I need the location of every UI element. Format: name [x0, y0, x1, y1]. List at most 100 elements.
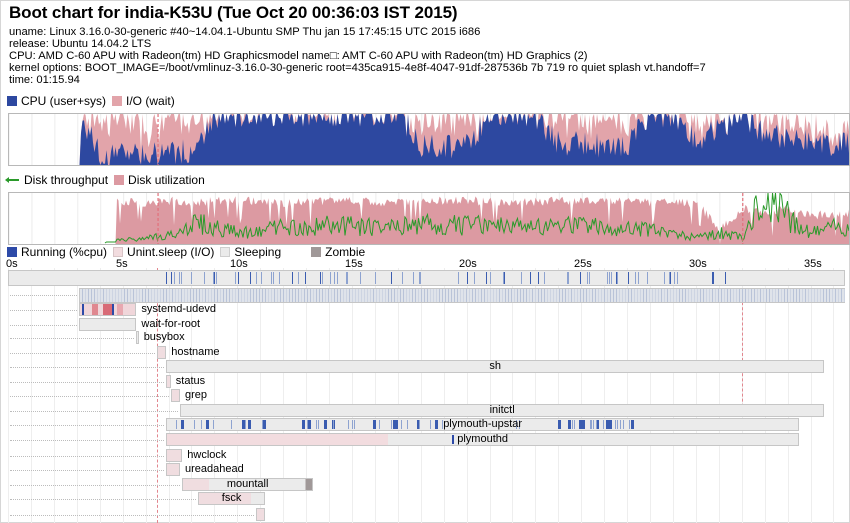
tick-15s: 15s [345, 258, 363, 270]
io-legend-label: I/O (wait) [126, 94, 175, 108]
process-bar[interactable] [255, 508, 265, 521]
process-parent-link [10, 382, 165, 383]
time-gridline [695, 268, 697, 523]
process-parent-link [10, 338, 135, 339]
process-label-hwclock: hwclock [187, 449, 227, 461]
time-gridline [718, 268, 720, 523]
time-gridline [122, 268, 124, 523]
time-gridline [260, 268, 262, 523]
process-label-grep: grep [184, 389, 207, 401]
process-parent-link [10, 499, 197, 500]
zombie-swatch-icon [311, 247, 322, 257]
process-bar-grep[interactable] [170, 389, 180, 402]
boot-marker-line [157, 268, 159, 523]
time-gridline [8, 268, 9, 523]
tick-30s: 30s [689, 258, 707, 270]
cpu-chart [8, 113, 850, 166]
cpu-line: CPU: AMD C-60 APU with Radeon(tm) HD Gra… [9, 50, 588, 62]
chart-title: Boot chart for india-K53U (Tue Oct 20 00… [9, 3, 458, 22]
process-label-systemd-udevd: systemd-udevd [141, 303, 216, 315]
process-label-wait-for-root: wait-for-root [141, 318, 201, 330]
process-parent-link [10, 295, 78, 296]
cpu-legend-label: CPU (user+sys) [21, 94, 107, 108]
process-parent-link [10, 425, 165, 426]
process-bar-sh[interactable] [166, 360, 825, 373]
process-label-sh: sh [489, 360, 502, 372]
process-parent-link [10, 396, 169, 397]
process-bar-busybox[interactable] [136, 331, 140, 344]
time-gridline [535, 268, 537, 523]
process-parent-link [10, 325, 78, 326]
time-gridline [627, 268, 629, 523]
process-parent-link [10, 353, 156, 354]
time-gridline [489, 268, 491, 523]
process-parent-link [10, 485, 181, 486]
disk-utilization-swatch-icon [114, 175, 125, 185]
time-gridline [53, 268, 55, 523]
process-bar-plymouthd[interactable] [166, 433, 800, 446]
process-bar[interactable] [8, 270, 845, 286]
disk-throughput-label: Disk throughput [24, 173, 109, 187]
unint-sleep-label: Unint.sleep (I/O) [127, 245, 215, 259]
process-bar-wait-for-root[interactable] [79, 318, 137, 331]
process-bar-fsck[interactable] [198, 492, 265, 505]
time-gridline [581, 268, 583, 523]
process-label-mountall: mountall [226, 478, 269, 490]
process-parent-link [10, 411, 178, 412]
running-swatch-icon [7, 247, 17, 257]
time-gridline [650, 268, 652, 523]
time-gridline [604, 268, 606, 523]
time-gridline [99, 268, 101, 523]
uname-line: uname: Linux 3.16.0-30-generic #40~14.04… [9, 26, 481, 38]
process-bar-hostname[interactable] [157, 346, 167, 359]
process-bar-systemd-udevd[interactable] [79, 303, 137, 316]
process-label-plymouth-upstar: plymouth-upstar [443, 418, 523, 430]
process-bar[interactable] [79, 288, 846, 303]
time-gridline [214, 268, 216, 523]
time-gridline [397, 268, 399, 523]
time-line: time: 01:15.94 [9, 74, 80, 86]
process-parent-link [10, 515, 254, 516]
cpu-legend: CPU (user+sys) I/O (wait) [7, 94, 181, 108]
process-timeline: systemd-udevd wait-for-root busybox hostnam… [0, 268, 850, 523]
time-gridline [787, 268, 789, 523]
process-label-hostname: hostname [171, 346, 220, 358]
tick-35s: 35s [804, 258, 822, 270]
time-gridline [168, 268, 170, 523]
unint-sleep-swatch-icon [113, 247, 124, 257]
time-gridline [76, 268, 78, 523]
time-gridline [329, 268, 331, 523]
time-gridline [512, 268, 514, 523]
disk-legend: Disk throughput Disk utilization [5, 173, 211, 187]
boot-marker-line [741, 292, 743, 422]
io-swatch-icon [112, 96, 123, 106]
time-gridline [443, 268, 445, 523]
process-label-ureadahead: ureadahead [184, 463, 244, 475]
process-bar-status[interactable] [166, 375, 171, 388]
process-parent-link [10, 440, 165, 441]
time-gridline [764, 268, 766, 523]
disk-utilization-label: Disk utilization [128, 173, 205, 187]
process-label-fsck: fsck [221, 492, 242, 504]
time-gridline [558, 268, 560, 523]
process-bar-ureadahead[interactable] [166, 463, 180, 476]
process-parent-link [10, 367, 165, 368]
process-bar-plymouth-upstar[interactable] [166, 418, 800, 431]
zombie-label: Zombie [325, 245, 366, 259]
time-gridline [30, 268, 32, 523]
kernel-options-line: kernel options: BOOT_IMAGE=/boot/vmlinuz… [9, 62, 706, 74]
process-bar-mountall[interactable] [182, 478, 313, 491]
time-gridline [810, 268, 812, 523]
process-parent-link [10, 310, 78, 311]
tick-20s: 20s [459, 258, 477, 270]
release-line: release: Ubuntu 14.04.2 LTS [9, 38, 152, 50]
time-gridline [237, 268, 239, 523]
time-gridline [351, 268, 353, 523]
process-label-status: status [175, 375, 206, 387]
sleeping-label: Sleeping [234, 245, 282, 259]
sleeping-swatch-icon [220, 247, 231, 257]
tick-10s: 10s [230, 258, 248, 270]
tick-5s: 5s [116, 258, 128, 270]
process-bar-initctl[interactable] [179, 404, 825, 417]
process-bar-hwclock[interactable] [166, 449, 183, 462]
